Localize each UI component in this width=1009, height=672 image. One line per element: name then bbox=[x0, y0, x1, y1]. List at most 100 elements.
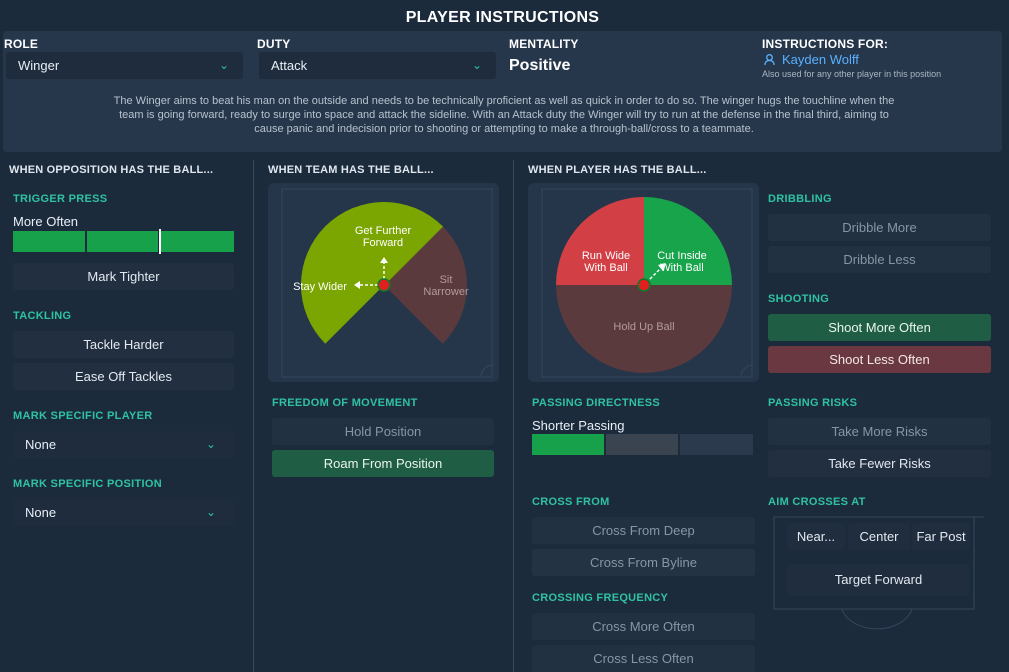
duty-dropdown[interactable]: Attack ⌄ bbox=[259, 52, 496, 79]
chevron-down-icon: ⌄ bbox=[205, 437, 216, 451]
duty-value: Attack bbox=[271, 58, 308, 73]
dribbling-label: DRIBBLING bbox=[768, 193, 832, 205]
instructions-note: Also used for any other player in this p… bbox=[762, 69, 942, 79]
trigger-press-value: More Often bbox=[13, 214, 79, 229]
mark-position-value: None bbox=[25, 505, 57, 520]
role-description: The Winger aims to beat his man on the o… bbox=[14, 94, 994, 136]
roam-from-position-button[interactable]: Roam From Position bbox=[272, 450, 494, 477]
tackling-label: TACKLING bbox=[13, 310, 72, 322]
player-pitch-graphic: Run Wide With Ball Cut Inside With Ball … bbox=[541, 188, 754, 378]
aim-near-post-button[interactable]: Near... bbox=[787, 523, 845, 550]
freedom-label: FREEDOM OF MOVEMENT bbox=[272, 397, 418, 409]
cross-from-deep-button[interactable]: Cross From Deep bbox=[532, 517, 755, 544]
role-panel bbox=[3, 31, 1002, 152]
slider-segment[interactable] bbox=[13, 231, 85, 252]
aim-crosses-label: AIM CROSSES AT bbox=[768, 496, 866, 508]
passing-risks-label: PASSING RISKS bbox=[768, 397, 858, 409]
mark-tighter-button[interactable]: Mark Tighter bbox=[13, 263, 234, 290]
box-lines-graphic bbox=[773, 516, 984, 630]
run-wide-label: With Ball bbox=[584, 262, 627, 274]
trigger-press-label: TRIGGER PRESS bbox=[13, 193, 108, 205]
crossing-frequency-label: CROSSING FREQUENCY bbox=[532, 592, 669, 604]
slider-segment[interactable] bbox=[532, 434, 604, 455]
hold-position-button[interactable]: Hold Position bbox=[272, 418, 494, 445]
slider-segment[interactable] bbox=[606, 434, 678, 455]
description-line: team is going forward, ready to surge in… bbox=[119, 109, 889, 121]
sit-narrower-label: Narrower bbox=[423, 286, 469, 298]
slider-segment[interactable] bbox=[87, 231, 158, 252]
tackle-harder-button[interactable]: Tackle Harder bbox=[13, 331, 234, 358]
instructions-for-label: INSTRUCTIONS FOR: bbox=[762, 37, 889, 51]
role-value: Winger bbox=[18, 58, 60, 73]
ease-off-tackles-button[interactable]: Ease Off Tackles bbox=[13, 363, 234, 390]
slider-handle[interactable] bbox=[159, 229, 161, 254]
aim-far-post-button[interactable]: Far Post bbox=[912, 523, 970, 550]
cross-from-byline-button[interactable]: Cross From Byline bbox=[532, 549, 755, 576]
chevron-down-icon: ⌄ bbox=[205, 505, 216, 519]
person-icon bbox=[764, 54, 775, 66]
passing-directness-value: Shorter Passing bbox=[532, 418, 625, 433]
arrow-up-icon bbox=[380, 257, 388, 263]
stay-wider-label: Stay Wider bbox=[293, 281, 347, 293]
description-line: The Winger aims to beat his man on the o… bbox=[113, 95, 895, 107]
team-pitch-graphic: Get Further Forward Stay Wider Sit Narro… bbox=[281, 188, 494, 378]
player-position-marker bbox=[637, 278, 651, 292]
mark-player-label: MARK SPECIFIC PLAYER bbox=[13, 410, 153, 422]
cut-inside-label: With Ball bbox=[660, 262, 703, 274]
arrow-diagonal-icon bbox=[658, 263, 665, 271]
column-header-team: WHEN TEAM HAS THE BALL... bbox=[268, 164, 434, 176]
duty-label: DUTY bbox=[257, 37, 291, 51]
passing-directness-label: PASSING DIRECTNESS bbox=[532, 397, 661, 409]
get-further-forward-label: Forward bbox=[363, 237, 403, 249]
player-name-link[interactable]: Kayden Wolff bbox=[782, 52, 859, 67]
passing-directness-slider[interactable] bbox=[532, 434, 753, 455]
mark-player-dropdown[interactable]: None ⌄ bbox=[13, 431, 234, 458]
dribble-more-button[interactable]: Dribble More bbox=[768, 214, 991, 241]
cross-more-often-button[interactable]: Cross More Often bbox=[532, 613, 755, 640]
dribble-less-button[interactable]: Dribble Less bbox=[768, 246, 991, 273]
column-divider bbox=[513, 160, 514, 672]
aim-target-forward-button[interactable]: Target Forward bbox=[787, 564, 970, 596]
page-title: PLAYER INSTRUCTIONS bbox=[405, 9, 600, 26]
take-more-risks-button[interactable]: Take More Risks bbox=[768, 418, 991, 445]
column-header-opposition: WHEN OPPOSITION HAS THE BALL... bbox=[9, 164, 214, 176]
slider-segment[interactable] bbox=[680, 434, 753, 455]
trigger-press-slider[interactable] bbox=[13, 229, 234, 254]
arrow-left-icon bbox=[354, 281, 360, 289]
run-wide-zone[interactable] bbox=[556, 197, 644, 285]
mark-position-dropdown[interactable]: None ⌄ bbox=[13, 499, 234, 526]
cut-inside-arrow bbox=[649, 268, 661, 280]
player-ball-pitch: Run Wide With Ball Cut Inside With Ball … bbox=[528, 183, 759, 382]
stay-wider-zone[interactable] bbox=[300, 201, 443, 344]
mentality-label: MENTALITY bbox=[509, 37, 579, 51]
chevron-down-icon: ⌄ bbox=[218, 58, 229, 72]
run-wide-label: Run Wide bbox=[582, 250, 630, 262]
slider-segment[interactable] bbox=[160, 231, 234, 252]
mark-player-value: None bbox=[25, 437, 57, 452]
mark-position-label: MARK SPECIFIC POSITION bbox=[13, 478, 162, 490]
shoot-more-often-button[interactable]: Shoot More Often bbox=[768, 314, 991, 341]
player-position-marker bbox=[377, 278, 391, 292]
chevron-down-icon: ⌄ bbox=[471, 58, 482, 72]
description-line: cause panic and indecision prior to shoo… bbox=[254, 123, 754, 135]
get-further-forward-label: Get Further bbox=[355, 225, 412, 237]
shoot-less-often-button[interactable]: Shoot Less Often bbox=[768, 346, 991, 373]
role-dropdown[interactable]: Winger ⌄ bbox=[6, 52, 243, 79]
shooting-label: SHOOTING bbox=[768, 293, 830, 305]
sit-narrower-label: Sit bbox=[440, 274, 453, 286]
cut-inside-label: Cut Inside bbox=[657, 250, 707, 262]
column-divider bbox=[253, 160, 254, 672]
role-label: ROLE bbox=[4, 37, 39, 51]
sit-narrower-zone[interactable] bbox=[384, 226, 468, 344]
hold-up-ball-zone[interactable] bbox=[556, 285, 732, 373]
team-movement-pitch: Get Further Forward Stay Wider Sit Narro… bbox=[268, 183, 499, 382]
aim-center-button[interactable]: Center bbox=[848, 523, 910, 550]
aim-crosses-pitch: Near... Center Far Post Target Forward bbox=[768, 515, 990, 635]
cross-from-label: CROSS FROM bbox=[532, 496, 610, 508]
hold-up-ball-label: Hold Up Ball bbox=[613, 321, 674, 333]
cut-inside-zone[interactable] bbox=[644, 197, 732, 285]
cross-less-often-button[interactable]: Cross Less Often bbox=[532, 645, 755, 672]
mentality-value: Positive bbox=[509, 57, 571, 74]
column-header-player: WHEN PLAYER HAS THE BALL... bbox=[528, 164, 707, 176]
take-fewer-risks-button[interactable]: Take Fewer Risks bbox=[768, 450, 991, 477]
